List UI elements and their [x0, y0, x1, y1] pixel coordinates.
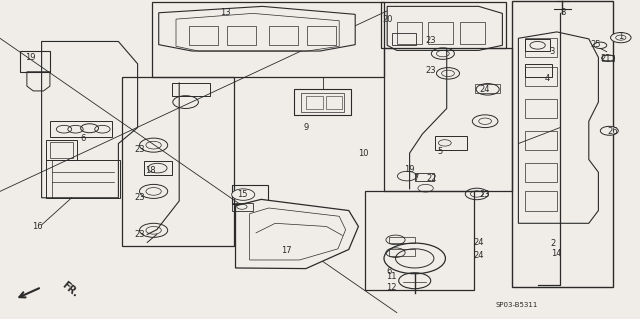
- Text: 23: 23: [480, 190, 490, 199]
- Text: 21: 21: [600, 54, 611, 63]
- Bar: [381, 2, 506, 48]
- Text: 12: 12: [387, 283, 397, 292]
- Bar: [46, 140, 77, 160]
- Text: 3: 3: [549, 47, 554, 56]
- Text: 17: 17: [282, 246, 292, 255]
- Bar: [365, 191, 474, 290]
- Text: 5: 5: [437, 147, 442, 156]
- Bar: [525, 64, 552, 77]
- Bar: [428, 22, 453, 44]
- Text: 6: 6: [81, 134, 86, 143]
- Bar: [144, 161, 172, 175]
- Text: 18: 18: [145, 166, 156, 175]
- Bar: [525, 131, 557, 150]
- Circle shape: [232, 189, 255, 200]
- Bar: [397, 22, 422, 44]
- Bar: [306, 96, 323, 109]
- Bar: [172, 83, 210, 96]
- Polygon shape: [387, 6, 502, 50]
- Bar: [232, 203, 253, 211]
- Text: 1: 1: [618, 32, 623, 41]
- Bar: [415, 173, 434, 181]
- Bar: [512, 1, 613, 287]
- Text: 26: 26: [607, 127, 618, 136]
- Bar: [384, 48, 512, 191]
- Bar: [301, 93, 344, 112]
- Bar: [227, 26, 256, 45]
- Text: 16: 16: [32, 222, 42, 231]
- Text: 10: 10: [358, 149, 369, 158]
- Bar: [20, 51, 50, 72]
- Circle shape: [611, 33, 631, 43]
- Text: 6: 6: [387, 267, 392, 276]
- Text: 20: 20: [382, 15, 392, 24]
- Text: 22: 22: [426, 174, 436, 182]
- Text: 8: 8: [561, 8, 566, 17]
- Text: 24: 24: [474, 238, 484, 247]
- Polygon shape: [236, 199, 358, 269]
- Text: 23: 23: [426, 36, 436, 45]
- Text: 23: 23: [134, 230, 145, 239]
- Bar: [525, 99, 557, 118]
- Text: SP03-B5311: SP03-B5311: [496, 302, 538, 308]
- Text: 4: 4: [545, 74, 550, 83]
- Bar: [50, 142, 73, 158]
- Text: 23: 23: [134, 193, 145, 202]
- Bar: [232, 185, 268, 204]
- Text: 7: 7: [413, 174, 419, 183]
- Bar: [294, 89, 351, 115]
- Text: 25: 25: [590, 40, 600, 48]
- Bar: [435, 136, 467, 150]
- Polygon shape: [159, 6, 355, 51]
- Bar: [525, 191, 557, 211]
- Polygon shape: [518, 32, 598, 223]
- Text: 9: 9: [303, 123, 308, 132]
- Bar: [392, 33, 416, 45]
- Text: 24: 24: [474, 251, 484, 260]
- Text: 15: 15: [237, 190, 247, 199]
- Bar: [269, 26, 298, 45]
- Bar: [389, 237, 415, 243]
- Text: 19: 19: [26, 53, 36, 62]
- Bar: [389, 249, 415, 256]
- Text: 2: 2: [550, 239, 556, 248]
- Bar: [46, 160, 120, 198]
- Bar: [50, 121, 112, 137]
- Bar: [525, 38, 557, 57]
- Text: 23: 23: [426, 66, 436, 75]
- Bar: [122, 77, 234, 246]
- Circle shape: [384, 243, 445, 274]
- Bar: [326, 96, 342, 109]
- Bar: [189, 26, 218, 45]
- Text: 13: 13: [220, 8, 230, 17]
- Text: FR.: FR.: [60, 280, 80, 299]
- Bar: [152, 2, 384, 77]
- Circle shape: [600, 126, 618, 135]
- Bar: [525, 163, 557, 182]
- Bar: [475, 84, 500, 93]
- Text: 23: 23: [134, 145, 145, 154]
- Text: 14: 14: [552, 249, 562, 258]
- Text: 19: 19: [404, 165, 415, 174]
- Text: 11: 11: [387, 272, 397, 281]
- Bar: [460, 22, 485, 44]
- Bar: [307, 26, 336, 45]
- Bar: [525, 67, 557, 86]
- Bar: [525, 39, 550, 51]
- Text: 24: 24: [480, 85, 490, 94]
